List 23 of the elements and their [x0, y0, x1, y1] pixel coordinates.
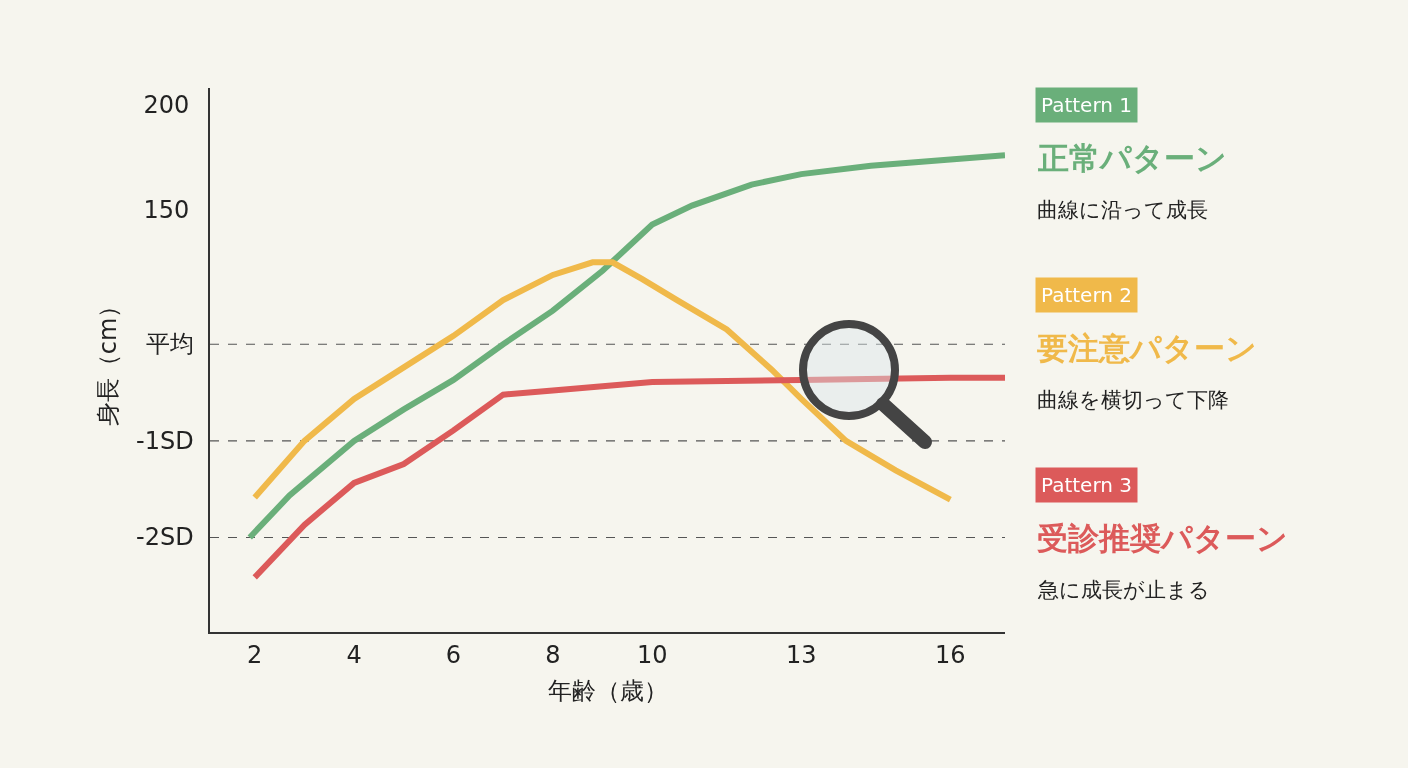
legend-label: 受診推奨パターン	[1037, 520, 1288, 556]
y-tick-label: 150	[143, 196, 190, 225]
y-tick-label: 200	[143, 91, 190, 120]
text: Pattern 2	[1041, 283, 1133, 307]
x-tick-label: 10	[636, 640, 668, 669]
y-axis-title: 身長（cm）	[93, 293, 122, 427]
x-tick-label: 2	[247, 640, 263, 669]
ref-line-label: -2SD	[136, 523, 194, 551]
legend-label: 要注意パターン	[1037, 330, 1257, 366]
x-tick-label: 13	[786, 640, 817, 669]
ref-line-label: -1SD	[136, 427, 194, 455]
text: 曲線に沿って成長	[1037, 198, 1208, 222]
text: Pattern 3	[1041, 473, 1133, 497]
text: Pattern 1	[1041, 93, 1133, 117]
legend-label: 正常パターン	[1037, 140, 1227, 176]
x-tick-label: 4	[346, 640, 362, 669]
text: 急に成長が止まる	[1037, 578, 1210, 602]
x-tick-label: 8	[545, 640, 561, 669]
x-tick-label: 6	[445, 640, 462, 669]
x-axis-title: 年齢（歳）	[547, 676, 668, 705]
ref-line-label: 平均	[146, 330, 194, 358]
x-tick-label: 16	[935, 640, 966, 669]
text: 曲線を横切って下降	[1037, 388, 1229, 412]
